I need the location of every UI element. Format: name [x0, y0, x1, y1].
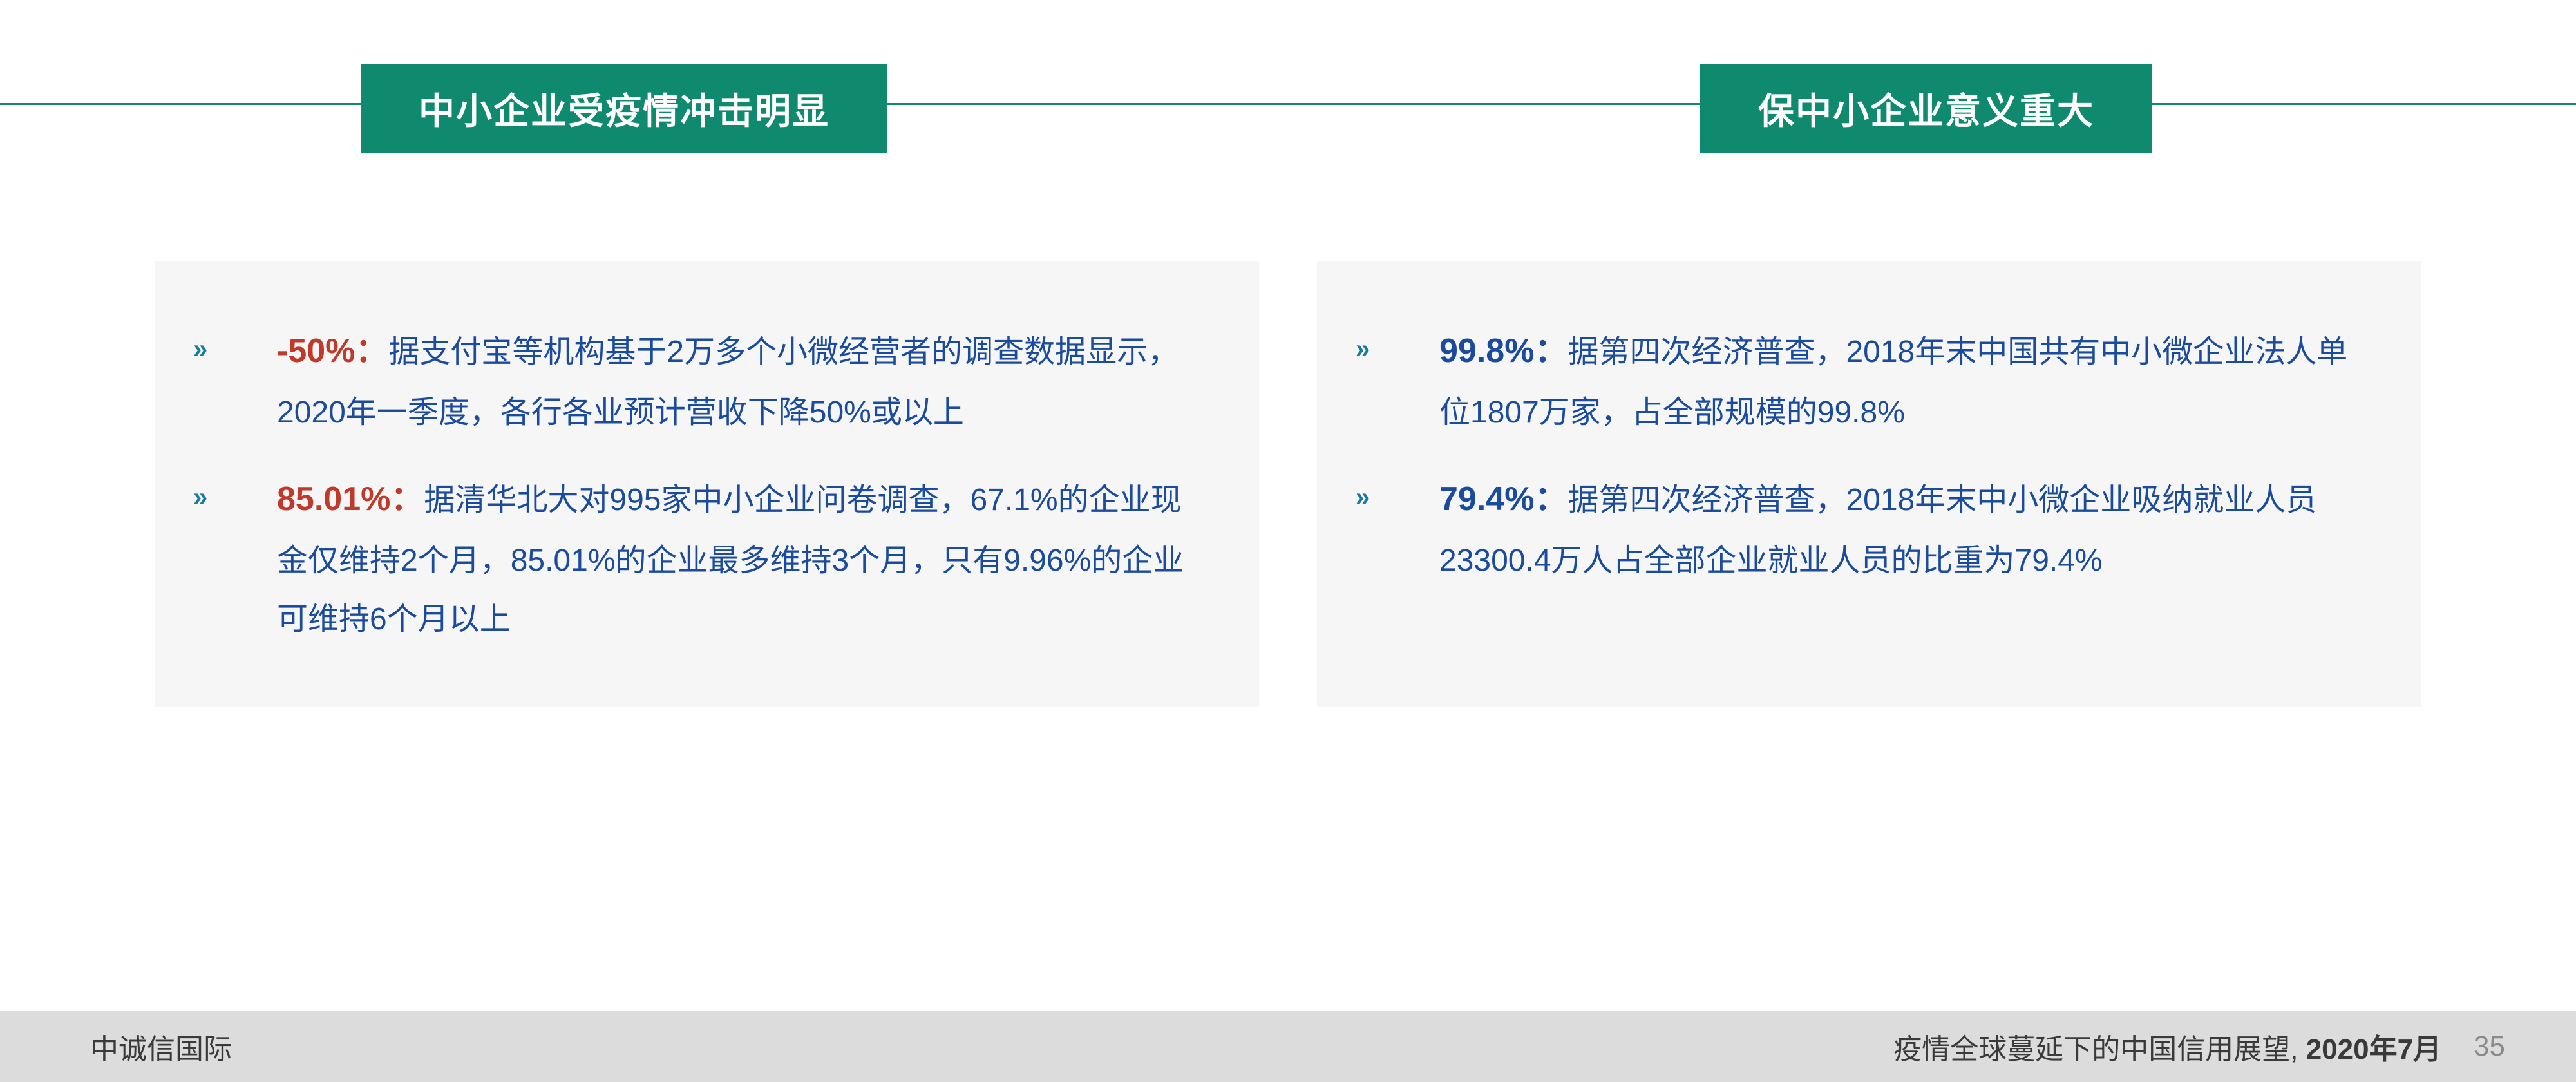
footer-title-group: 疫情全球蔓延下的中国信用展望, 2020年7月	[1893, 1026, 2441, 1067]
section-header-left-text: 中小企业受疫情冲击明显	[419, 91, 829, 131]
footer-page-number: 35	[2474, 1030, 2505, 1063]
bullet-marker-icon: »	[1356, 468, 1439, 522]
bullet-stat: 99.8%：	[1439, 332, 1567, 370]
panel-right: »99.8%：据第四次经济普查，2018年末中国共有中小微企业法人单位1807万…	[1317, 261, 2421, 707]
footer-org: 中诚信国际	[90, 1026, 232, 1067]
bullet-body: 据第四次经济普查，2018年末中小微企业吸纳就业人员23300.4万人占全部企业…	[1439, 483, 2316, 578]
bullet-stat: 79.4%：	[1439, 480, 1567, 518]
left-bullet-list: »-50%：据支付宝等机构基于2万多个小微经营者的调查数据显示，2020年一季度…	[193, 319, 1195, 649]
panel-left: »-50%：据支付宝等机构基于2万多个小微经营者的调查数据显示，2020年一季度…	[155, 261, 1259, 707]
bullet-text: 79.4%：据第四次经济普查，2018年末中小微企业吸纳就业人员23300.4万…	[1439, 468, 2357, 590]
section-header-right: 保中小企业意义重大	[1700, 64, 2152, 153]
bullet-body: 据第四次经济普查，2018年末中国共有中小微企业法人单位1807万家，占全部规模…	[1439, 335, 2347, 430]
bullet-marker-icon: »	[193, 468, 277, 522]
bullet-text: 85.01%：据清华北大对995家中小企业问卷调查，67.1%的企业现金仅维持2…	[277, 468, 1195, 649]
bullet-marker-icon: »	[193, 319, 277, 374]
bullet-item: »85.01%：据清华北大对995家中小企业问卷调查，67.1%的企业现金仅维持…	[193, 468, 1195, 649]
section-header-left: 中小企业受疫情冲击明显	[361, 64, 887, 153]
footer-right-group: 疫情全球蔓延下的中国信用展望, 2020年7月 35	[1893, 1026, 2505, 1067]
bullet-text: 99.8%：据第四次经济普查，2018年末中国共有中小微企业法人单位1807万家…	[1439, 319, 2357, 442]
section-header-right-text: 保中小企业意义重大	[1758, 91, 2094, 131]
bullet-stat: 85.01%：	[277, 480, 424, 518]
right-bullet-list: »99.8%：据第四次经济普查，2018年末中国共有中小微企业法人单位1807万…	[1356, 319, 2357, 590]
bullet-item: »-50%：据支付宝等机构基于2万多个小微经营者的调查数据显示，2020年一季度…	[193, 319, 1195, 442]
bullet-text: -50%：据支付宝等机构基于2万多个小微经营者的调查数据显示，2020年一季度，…	[277, 319, 1195, 442]
content-area: »-50%：据支付宝等机构基于2万多个小微经营者的调查数据显示，2020年一季度…	[155, 261, 2421, 707]
bullet-marker-icon: »	[1356, 319, 1439, 374]
footer-title: 疫情全球蔓延下的中国信用展望,	[1893, 1034, 2298, 1065]
footer-date: 2020年7月	[2306, 1034, 2441, 1065]
footer-bar: 中诚信国际 疫情全球蔓延下的中国信用展望, 2020年7月 35	[0, 1011, 2576, 1082]
bullet-body: 据支付宝等机构基于2万多个小微经营者的调查数据显示，2020年一季度，各行各业预…	[277, 335, 1179, 430]
bullet-item: »79.4%：据第四次经济普查，2018年末中小微企业吸纳就业人员23300.4…	[1356, 468, 2357, 590]
bullet-item: »99.8%：据第四次经济普查，2018年末中国共有中小微企业法人单位1807万…	[1356, 319, 2357, 442]
bullet-stat: -50%：	[277, 332, 388, 370]
